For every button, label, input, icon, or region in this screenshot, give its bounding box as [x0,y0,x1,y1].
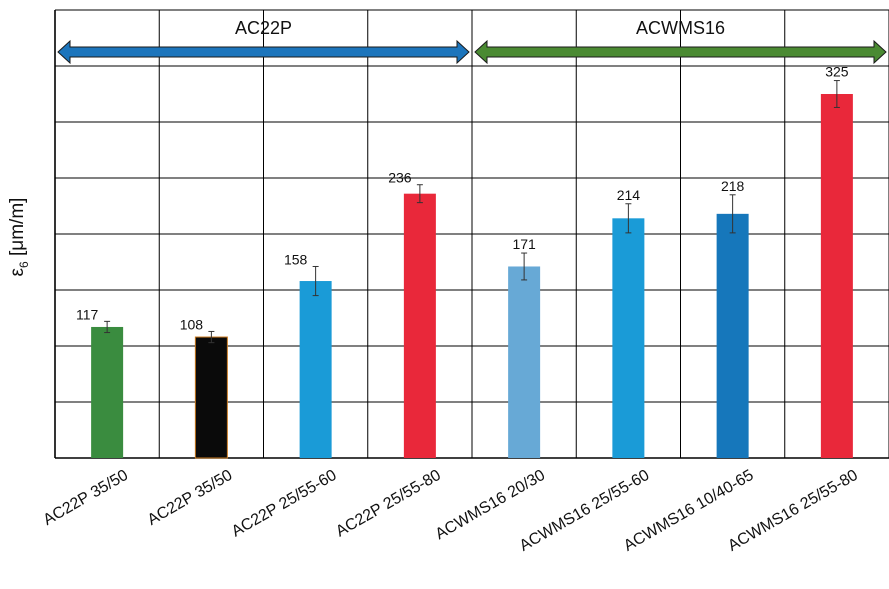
group-label: ACWMS16 [636,18,725,38]
group-arrow [57,39,470,65]
value-label: 325 [825,64,849,80]
x-tick-label: AC22P 25/55-60 [229,467,340,541]
bars [91,94,853,459]
value-label: 171 [512,236,536,252]
y-axis-subscript: 6 [16,261,31,268]
value-label: 158 [284,251,308,267]
y-axis-symbol: ε [7,267,28,277]
value-label: 214 [617,187,641,203]
error-bars [104,80,840,344]
value-label: 236 [388,170,412,186]
value-labels: 117 108 158 236 171 214 218 325 [76,64,849,333]
bar [508,266,541,458]
x-tick-label: AC22P 25/55-80 [333,467,444,541]
bar [403,193,436,458]
x-tick-label: AC22P 35/50 [40,467,131,529]
bar [612,218,645,458]
bar [820,94,853,458]
group-label: AC22P [235,18,292,38]
bar [194,336,228,459]
value-label: 218 [721,178,745,194]
y-axis-label: ε6 [μm/m] [3,177,33,297]
bar [91,326,124,458]
value-label: 117 [76,306,99,322]
value-label: 108 [180,316,204,332]
y-axis-unit: [μm/m] [7,197,28,256]
group-arrow [474,39,887,65]
bar [299,281,332,458]
group-arrows: AC22P ACWMS16 [57,18,887,65]
x-tick-label: AC22P 35/50 [145,467,236,529]
grid [54,9,889,459]
bar [716,213,749,458]
